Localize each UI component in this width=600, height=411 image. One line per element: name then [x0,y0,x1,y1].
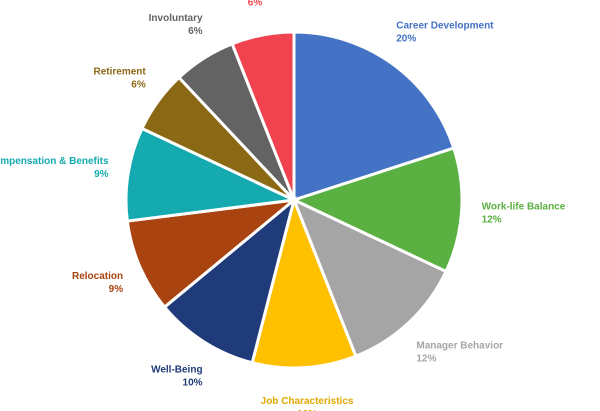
slice-label: Involuntary [149,13,203,24]
pie-slice [125,197,299,310]
slice-value-label: 9% [94,169,109,180]
pie-slice [291,197,449,359]
slice-label: Career Development [396,20,494,31]
slice-label: Relocation [72,271,123,282]
slice-value-label: 9% [109,284,124,295]
slice-value-label: 12% [416,353,436,364]
pie-slice [124,126,300,223]
slice-value-label: 10% [297,409,317,411]
slice-label: Retirement [93,66,146,77]
slice-value-label: 6% [131,79,146,90]
slice-value-label: 20% [396,33,416,44]
slice-value-label: 6% [188,26,203,37]
pie-slice [250,195,358,370]
slice-label: Manager Behavior [416,340,503,351]
pie-slice [162,195,297,365]
slice-value-label: 6% [248,0,263,8]
slice-value-label: 10% [183,377,203,388]
slice-label: Compensation & Benefits [0,156,109,167]
pie-slice [230,30,296,201]
pie-slice [292,30,456,203]
pie-slice [289,146,464,274]
slice-label: Well-Being [151,364,202,375]
slice-label: Work-life Balance [482,202,566,213]
slice-label: Job Characteristics [261,396,354,407]
slice-value-label: 12% [482,215,502,226]
